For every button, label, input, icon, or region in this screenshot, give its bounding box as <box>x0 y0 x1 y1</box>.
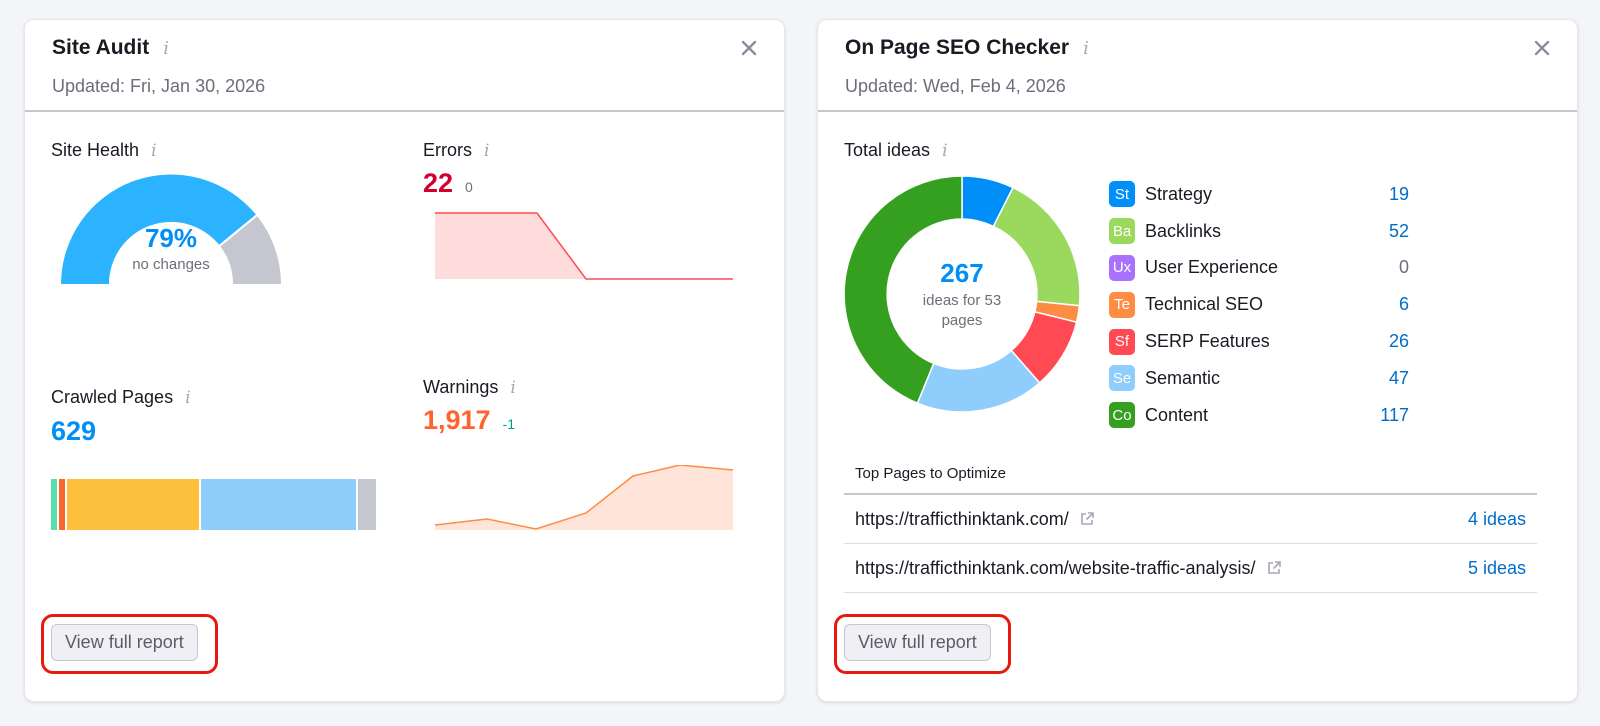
legend-value[interactable]: 47 <box>1388 367 1409 388</box>
errors-sparkline <box>435 212 735 280</box>
on-page-seo-header: On Page SEO Checker i Updated: Wed, Feb … <box>818 20 1577 112</box>
info-icon[interactable]: i <box>510 377 516 398</box>
table-row: https://trafficthinktank.com/website-tra… <box>844 544 1537 593</box>
updated-date: Updated: Wed, Feb 4, 2026 <box>845 76 1066 96</box>
label-text: Site Health <box>51 140 140 160</box>
table-row: https://trafficthinktank.com/ 4 ideas <box>844 495 1537 544</box>
strategy-badge-icon: St <box>1109 181 1135 208</box>
warnings-count: 1,917 <box>423 405 491 435</box>
title-text: On Page SEO Checker <box>845 36 1070 59</box>
info-icon[interactable]: i <box>185 387 191 408</box>
legend-item-user-experience: Ux User Experience 0 <box>1109 250 1409 287</box>
legend-value[interactable]: 19 <box>1388 183 1409 204</box>
legend-value[interactable]: 6 <box>1398 294 1409 315</box>
on-page-seo-card: On Page SEO Checker i Updated: Wed, Feb … <box>817 19 1578 702</box>
user-experience-badge-icon: Ux <box>1109 254 1135 281</box>
site-health-subtitle: no changes <box>132 256 210 273</box>
updated-date: Updated: Fri, Jan 30, 2026 <box>52 76 266 96</box>
legend-label: User Experience <box>1145 257 1279 278</box>
legend-label: Backlinks <box>1145 220 1222 241</box>
ideas-count-link[interactable]: 5 ideas <box>1467 557 1526 578</box>
on-page-seo-title: On Page SEO Checker i <box>845 34 1577 62</box>
top-pages-header: Top Pages to Optimize <box>844 461 1537 495</box>
warnings-values: 1,917 -1 <box>423 405 515 436</box>
crawled-pages-bar <box>51 479 378 530</box>
info-icon[interactable]: i <box>1083 37 1089 59</box>
backlinks-badge-icon: Ba <box>1109 218 1135 245</box>
legend-label: SERP Features <box>1145 331 1270 352</box>
legend-item-semantic: Se Semantic 47 <box>1109 360 1409 397</box>
highlight-outline <box>834 614 1011 674</box>
label-text: Total ideas <box>844 140 931 160</box>
info-icon[interactable]: i <box>151 140 157 161</box>
warnings-label: Warnings i <box>423 377 516 398</box>
errors-delta: 0 <box>465 179 473 195</box>
semantic-badge-icon: Se <box>1109 365 1135 392</box>
info-icon[interactable]: i <box>942 140 948 161</box>
title-text: Site Audit <box>52 36 150 59</box>
legend-label: Semantic <box>1145 367 1221 388</box>
legend-value[interactable]: 52 <box>1388 220 1409 241</box>
legend-item-backlinks: Ba Backlinks 52 <box>1109 213 1409 250</box>
view-full-report-button[interactable]: View full report <box>844 624 991 661</box>
donut-center: 267 ideas for 53 pages <box>844 176 1080 412</box>
close-icon[interactable] <box>740 39 758 57</box>
view-full-report-button[interactable]: View full report <box>51 624 198 661</box>
legend-item-serp-features: Sf SERP Features 26 <box>1109 323 1409 360</box>
errors-count: 22 <box>423 168 454 198</box>
highlight-outline <box>41 614 218 674</box>
legend-label: Strategy <box>1145 183 1213 204</box>
label-text: Crawled Pages <box>51 387 174 407</box>
label-text: Warnings <box>423 377 499 397</box>
total-ideas-subtitle: ideas for 53 pages <box>922 291 1002 329</box>
content-badge-icon: Co <box>1109 402 1135 429</box>
total-ideas-value: 267 <box>940 257 984 288</box>
top-pages-table: Top Pages to Optimize https://trafficthi… <box>844 461 1537 593</box>
bar-segment-blocked[interactable] <box>358 479 376 530</box>
info-icon[interactable]: i <box>163 37 169 59</box>
crawled-pages-count: 629 <box>51 416 97 446</box>
bar-segment-redirected[interactable] <box>201 479 356 530</box>
legend-value[interactable]: 117 <box>1380 404 1409 425</box>
technical-seo-badge-icon: Te <box>1109 291 1135 318</box>
label-text: Errors <box>423 140 472 160</box>
ideas-count-link[interactable]: 4 ideas <box>1467 508 1526 529</box>
errors-label: Errors i <box>423 140 489 161</box>
total-ideas-label: Total ideas i <box>844 140 948 161</box>
legend-value: 0 <box>1398 257 1409 278</box>
info-icon[interactable]: i <box>484 140 490 161</box>
legend-label: Technical SEO <box>1145 294 1264 315</box>
bar-segment-healthy[interactable] <box>51 479 57 530</box>
serp-features-badge-icon: Sf <box>1109 328 1135 355</box>
site-health-gauge <box>61 174 281 284</box>
page-url-link[interactable]: https://trafficthinktank.com/website-tra… <box>855 557 1256 578</box>
site-audit-title: Site Audit i <box>52 34 784 62</box>
site-audit-header: Site Audit i Updated: Fri, Jan 30, 2026 <box>25 20 784 112</box>
site-audit-card: Site Audit i Updated: Fri, Jan 30, 2026 … <box>24 19 785 702</box>
legend-label: Content <box>1145 404 1209 425</box>
close-icon[interactable] <box>1533 39 1551 57</box>
legend-item-content: Co Content 117 <box>1109 397 1409 434</box>
warnings-delta: -1 <box>502 416 516 432</box>
legend-value[interactable]: 26 <box>1388 331 1409 352</box>
errors-values: 22 0 <box>423 168 473 199</box>
ideas-legend: St Strategy 19 Ba Backlinks 52 Ux User E… <box>1109 176 1409 434</box>
site-health-value: 79% <box>144 223 198 253</box>
legend-item-technical-seo: Te Technical SEO 6 <box>1109 286 1409 323</box>
bar-segment-have-issues[interactable] <box>67 479 199 530</box>
site-health-label: Site Health i <box>51 140 157 161</box>
site-health-center: 79% no changes <box>61 223 281 273</box>
legend-item-strategy: St Strategy 19 <box>1109 176 1409 213</box>
external-link-icon[interactable] <box>1266 560 1282 576</box>
bar-segment-broken[interactable] <box>59 479 65 530</box>
warnings-sparkline <box>435 465 734 530</box>
page-url-link[interactable]: https://trafficthinktank.com/ <box>855 508 1069 529</box>
crawled-pages-label: Crawled Pages i <box>51 387 191 408</box>
external-link-icon[interactable] <box>1079 511 1095 527</box>
total-ideas-donut <box>844 176 1080 412</box>
